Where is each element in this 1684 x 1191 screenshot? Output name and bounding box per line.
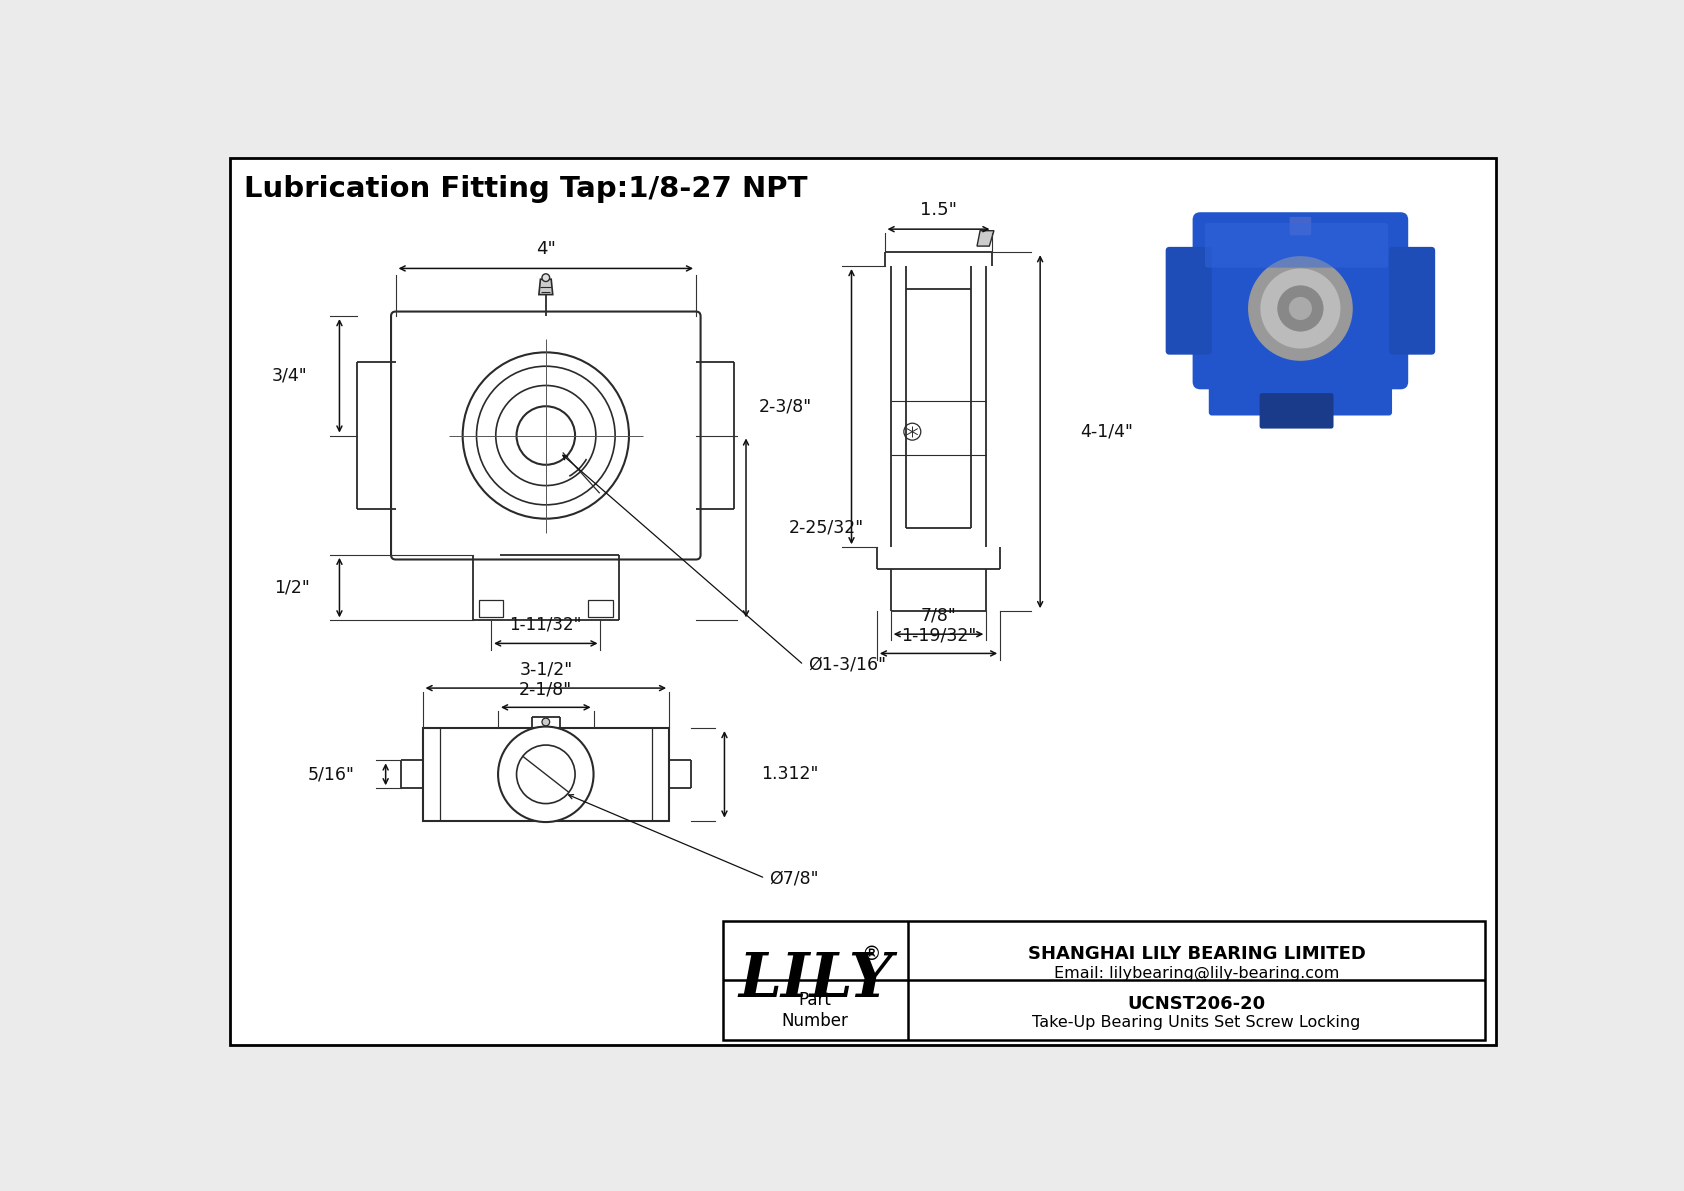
Text: 1.5": 1.5" bbox=[919, 201, 957, 219]
Circle shape bbox=[1260, 268, 1340, 349]
Polygon shape bbox=[977, 231, 994, 247]
Circle shape bbox=[1276, 286, 1324, 331]
Text: 3-1/2": 3-1/2" bbox=[519, 660, 573, 678]
Circle shape bbox=[477, 366, 615, 505]
Text: 7/8": 7/8" bbox=[921, 607, 957, 625]
Text: SHANGHAI LILY BEARING LIMITED: SHANGHAI LILY BEARING LIMITED bbox=[1027, 944, 1366, 964]
Circle shape bbox=[542, 718, 549, 725]
FancyBboxPatch shape bbox=[1260, 393, 1334, 429]
Bar bbox=[722, 921, 1485, 1040]
Text: UCNST206-20: UCNST206-20 bbox=[1127, 996, 1265, 1014]
Text: ®: ® bbox=[861, 944, 881, 964]
Bar bbox=[588, 600, 613, 617]
Text: Lubrication Fitting Tap:1/8-27 NPT: Lubrication Fitting Tap:1/8-27 NPT bbox=[244, 175, 807, 204]
Text: Take-Up Bearing Units Set Screw Locking: Take-Up Bearing Units Set Screw Locking bbox=[1032, 1015, 1361, 1029]
Circle shape bbox=[495, 386, 596, 486]
Bar bbox=[423, 728, 669, 821]
FancyBboxPatch shape bbox=[391, 312, 701, 560]
Text: 1.312": 1.312" bbox=[761, 766, 818, 784]
FancyBboxPatch shape bbox=[1206, 223, 1388, 268]
FancyBboxPatch shape bbox=[1165, 247, 1212, 355]
Text: 2-1/8": 2-1/8" bbox=[519, 680, 573, 698]
Text: Email: lilybearing@lily-bearing.com: Email: lilybearing@lily-bearing.com bbox=[1054, 966, 1339, 980]
Circle shape bbox=[517, 746, 574, 804]
Text: 5/16": 5/16" bbox=[308, 766, 355, 784]
FancyBboxPatch shape bbox=[1290, 217, 1312, 236]
Polygon shape bbox=[539, 279, 552, 294]
Circle shape bbox=[1288, 297, 1312, 320]
Bar bbox=[478, 600, 504, 617]
Text: Ø7/8": Ø7/8" bbox=[770, 869, 818, 887]
Text: 4-1/4": 4-1/4" bbox=[1079, 423, 1133, 441]
FancyBboxPatch shape bbox=[1209, 379, 1393, 416]
Text: 4": 4" bbox=[536, 239, 556, 257]
FancyBboxPatch shape bbox=[1192, 212, 1408, 389]
Text: 1-11/32": 1-11/32" bbox=[510, 616, 583, 634]
Text: LILY: LILY bbox=[738, 950, 893, 1010]
Circle shape bbox=[1248, 256, 1352, 361]
Text: Part
Number: Part Number bbox=[781, 991, 849, 1029]
Text: 2-3/8": 2-3/8" bbox=[758, 398, 812, 416]
Circle shape bbox=[517, 406, 574, 464]
Text: Ø1-3/16": Ø1-3/16" bbox=[808, 656, 886, 674]
Text: 1/2": 1/2" bbox=[274, 579, 310, 597]
Circle shape bbox=[542, 274, 549, 281]
Text: 2-25/32": 2-25/32" bbox=[788, 519, 864, 537]
FancyBboxPatch shape bbox=[1389, 247, 1435, 355]
Circle shape bbox=[904, 423, 921, 441]
Circle shape bbox=[498, 727, 593, 822]
Text: 1-19/32": 1-19/32" bbox=[901, 626, 977, 644]
Circle shape bbox=[463, 353, 628, 518]
Text: 3/4": 3/4" bbox=[271, 367, 306, 385]
